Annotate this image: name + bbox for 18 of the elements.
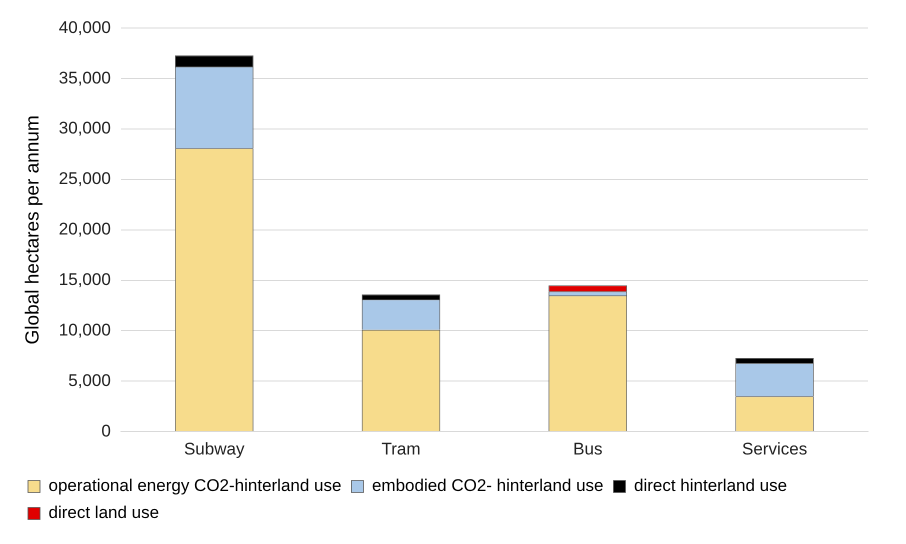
x-tick-label: Bus <box>573 439 602 458</box>
legend-label: direct land use <box>48 503 160 522</box>
legend-label: direct hinterland use <box>634 476 788 496</box>
x-tick-label: Tram <box>381 439 421 458</box>
x-tick-label: Services <box>742 439 808 458</box>
y-tick-label: 15,000 <box>58 270 111 290</box>
y-tick-label: 25,000 <box>58 169 111 188</box>
y-tick-label: 0 <box>101 421 111 440</box>
y-tick-label: 5,000 <box>68 370 111 390</box>
y-tick-label: 20,000 <box>58 220 111 239</box>
y-tick-label: 30,000 <box>58 118 111 138</box>
x-tick-label: Subway <box>184 439 245 458</box>
y-tick-label: 40,000 <box>58 18 111 37</box>
legend-label: operational energy CO2-hinterland use <box>48 476 342 496</box>
legend-label: embodied CO2- hinterland use <box>372 476 604 496</box>
y-tick-label: 10,000 <box>58 320 111 340</box>
y-axis-title: Global hectares per annum <box>22 115 44 344</box>
y-tick-label: 35,000 <box>58 68 111 88</box>
